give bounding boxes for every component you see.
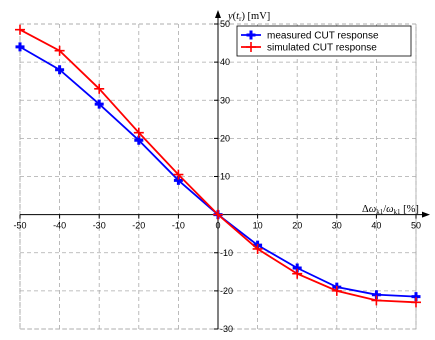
x-tick-label: -50 <box>13 221 26 231</box>
simulated-data-point <box>15 24 25 35</box>
measured-data-point <box>173 175 183 185</box>
y-tick-label: -10 <box>220 248 233 258</box>
measured-data-point <box>411 292 421 302</box>
legend-label: measured CUT response <box>267 31 379 42</box>
measured-data-point <box>134 135 144 145</box>
simulated-data-point <box>213 209 223 220</box>
x-tick-label: 40 <box>371 221 381 231</box>
x-tick-label: -10 <box>172 221 185 231</box>
simulated-data-point <box>94 83 105 94</box>
simulated-data-point <box>371 295 382 306</box>
y-axis-title: y(tr) [mV] <box>227 11 270 23</box>
x-tick-label: 20 <box>292 221 302 231</box>
x-axis-title: Δωk1/ωk1 [%] <box>362 204 419 216</box>
simulated-data-point <box>252 243 263 254</box>
y-axis-arrow-icon <box>215 10 221 18</box>
legend-marker-icon <box>246 42 256 52</box>
x-tick-label: -40 <box>53 221 66 231</box>
x-tick-label: 0 <box>215 221 220 231</box>
legend-label: simulated CUT response <box>267 43 377 54</box>
simulated-data-point <box>411 297 421 308</box>
x-tick-label: 50 <box>411 221 421 231</box>
simulated-data-point <box>331 285 342 296</box>
simulated-data-point <box>54 45 65 56</box>
simulated-data-point <box>133 127 144 138</box>
y-tick-label: 10 <box>220 172 230 182</box>
measured-data-point <box>371 290 381 300</box>
simulated-data-point <box>173 169 184 180</box>
series-group <box>15 24 421 308</box>
y-tick-label: -20 <box>220 286 233 296</box>
y-tick-label: 30 <box>220 95 230 105</box>
y-tick-label: 40 <box>220 57 230 67</box>
x-axis-arrow-icon <box>422 211 430 218</box>
x-tick-label: 10 <box>253 221 263 231</box>
measured-data-point <box>94 99 104 109</box>
x-tick-label: -30 <box>93 221 106 231</box>
measured-data-point <box>292 263 302 273</box>
measured-data-point <box>15 42 25 52</box>
x-tick-label: -20 <box>132 221 145 231</box>
tick-labels: -50 -40 -30 -20 -10 0 10 20 30 40 50 -30 -20 -10 10 20 3… <box>13 19 421 334</box>
measured-data-point <box>55 65 65 75</box>
y-tick-label: 20 <box>220 133 230 143</box>
y-tick-label: -30 <box>220 324 233 334</box>
legend-marker-icon <box>246 30 256 40</box>
legend-box <box>236 25 412 57</box>
y-tick-label: 50 <box>220 19 230 29</box>
simulated-data-point <box>292 268 303 279</box>
x-tick-label: 30 <box>332 221 342 231</box>
